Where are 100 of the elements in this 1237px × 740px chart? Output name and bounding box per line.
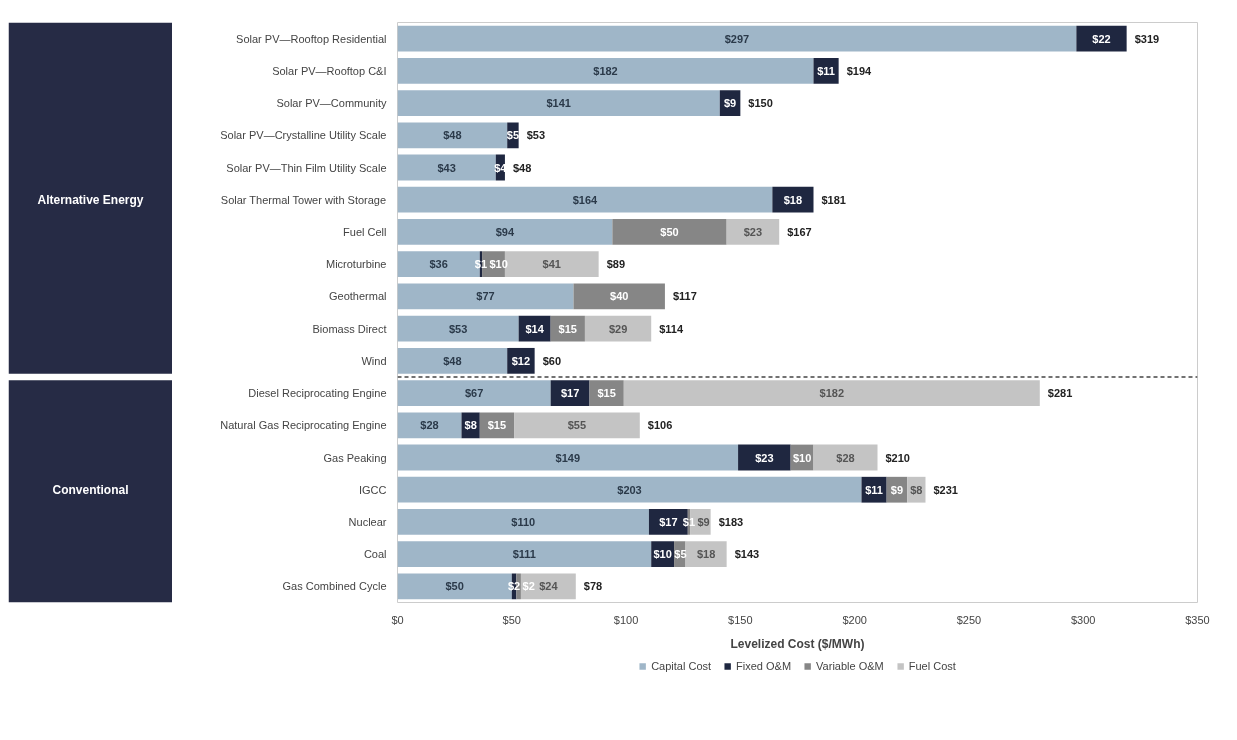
data-label: $94 bbox=[495, 225, 515, 238]
bar bbox=[397, 380, 551, 406]
data-label: $67 bbox=[464, 387, 484, 400]
y-tick-label: Natural Gas Reciprocating Engine bbox=[220, 419, 387, 432]
annotation: $78 bbox=[583, 580, 603, 593]
data-label: $11 bbox=[817, 64, 835, 77]
annotation: $53 bbox=[526, 129, 545, 142]
data-label: $10 bbox=[792, 451, 812, 464]
data-label: $53 bbox=[448, 322, 468, 335]
x-tick-label: $100 bbox=[613, 613, 639, 626]
annotation: $181 bbox=[821, 193, 846, 206]
data-label: $23 bbox=[755, 451, 774, 464]
data-label: $110 bbox=[511, 515, 536, 528]
y-tick-label: Biomass Direct bbox=[312, 322, 387, 335]
bar bbox=[397, 154, 496, 181]
data-label: $297 bbox=[724, 32, 750, 45]
annotation: $319 bbox=[1134, 32, 1160, 45]
data-label: $40 bbox=[610, 290, 629, 303]
data-label: $48 bbox=[443, 129, 462, 142]
bar bbox=[397, 186, 773, 213]
y-tick-label: Solar PV—Rooftop Residential bbox=[236, 32, 387, 45]
annotation: $194 bbox=[846, 64, 872, 77]
data-label: $50 bbox=[445, 580, 464, 593]
data-label: $164 bbox=[572, 193, 599, 206]
data-label: $15 bbox=[487, 419, 507, 432]
data-label: $15 bbox=[597, 387, 616, 400]
y-tick-label: Gas Combined Cycle bbox=[282, 580, 387, 593]
data-label: $11 bbox=[865, 483, 883, 496]
bar bbox=[397, 444, 739, 471]
bar bbox=[397, 25, 1077, 52]
text: Conventional bbox=[52, 482, 129, 497]
annotation: $106 bbox=[647, 419, 673, 432]
data-label: $149 bbox=[555, 451, 581, 464]
annotation: $167 bbox=[787, 225, 812, 238]
legend-label: Variable O&M bbox=[816, 660, 884, 672]
data-label: $9 bbox=[697, 515, 710, 528]
bar bbox=[612, 219, 727, 245]
data-label: $23 bbox=[743, 225, 763, 238]
data-label: $203 bbox=[617, 483, 642, 496]
legend-label: Capital Cost bbox=[651, 660, 712, 672]
data-label: $41 bbox=[542, 258, 561, 271]
data-label: $18 bbox=[696, 548, 716, 561]
data-label: $28 bbox=[836, 451, 855, 464]
annotation: $281 bbox=[1047, 387, 1073, 400]
data-label: $10 bbox=[653, 548, 672, 561]
data-label: $182 bbox=[593, 64, 618, 77]
data-label: $29 bbox=[608, 322, 628, 335]
data-label: $28 bbox=[420, 419, 439, 432]
bar bbox=[397, 541, 652, 568]
annotation: $143 bbox=[734, 548, 760, 561]
data-label: $43 bbox=[437, 161, 456, 174]
bar bbox=[397, 347, 508, 374]
data-label: $182 bbox=[819, 387, 845, 400]
bar bbox=[550, 380, 590, 406]
data-label: $5 bbox=[506, 129, 520, 142]
y-tick-label: Fuel Cell bbox=[343, 225, 387, 238]
annotation: $60 bbox=[542, 354, 561, 367]
bar bbox=[726, 219, 780, 245]
data-label: $22 bbox=[1092, 32, 1111, 45]
x-tick-label: $0 bbox=[391, 613, 404, 626]
data-label: $17 bbox=[560, 387, 580, 400]
bar bbox=[397, 283, 574, 310]
annotation: $210 bbox=[885, 451, 910, 464]
data-label: $9 bbox=[723, 97, 737, 110]
legend-label: Fuel Cost bbox=[908, 660, 956, 672]
data-label: $12 bbox=[511, 354, 531, 367]
data-label: $9 bbox=[890, 483, 904, 496]
y-tick-label: Diesel Reciprocating Engine bbox=[248, 387, 387, 400]
bar bbox=[397, 219, 613, 245]
x-tick-label: $200 bbox=[842, 613, 867, 626]
bar bbox=[397, 509, 649, 535]
annotation: $117 bbox=[672, 290, 697, 303]
x-tick-label: $250 bbox=[956, 613, 982, 626]
bar bbox=[397, 90, 720, 116]
data-label: $14 bbox=[525, 322, 545, 335]
data-label: $5 bbox=[674, 548, 687, 561]
data-label: $55 bbox=[567, 419, 587, 432]
legend-label: Fixed O&M bbox=[736, 660, 792, 672]
bar bbox=[623, 380, 1040, 406]
bar bbox=[584, 315, 652, 342]
annotation: $114 bbox=[659, 322, 684, 335]
x-tick-label: $350 bbox=[1185, 613, 1210, 626]
data-label: $2 bbox=[522, 580, 535, 593]
bar bbox=[397, 476, 862, 503]
data-label: $48 bbox=[443, 354, 462, 367]
y-tick-label: Solar PV—Rooftop C&I bbox=[272, 64, 387, 77]
y-tick-label: Solar Thermal Tower with Storage bbox=[220, 193, 387, 206]
y-tick-label: Gas Peaking bbox=[323, 451, 387, 464]
data-label: $141 bbox=[546, 97, 571, 110]
bar bbox=[397, 122, 508, 149]
y-tick-label: Solar PV—Crystalline Utility Scale bbox=[220, 129, 387, 142]
bar bbox=[772, 186, 814, 213]
data-label: $77 bbox=[476, 290, 495, 303]
annotation: $150 bbox=[748, 97, 773, 110]
annotation: $89 bbox=[606, 258, 625, 271]
y-tick-label: Geothermal bbox=[329, 290, 387, 303]
text: Alternative Energy bbox=[37, 192, 144, 207]
data-label: $10 bbox=[489, 258, 508, 271]
y-tick-label: Wind bbox=[361, 354, 387, 367]
y-tick-label: Solar PV—Thin Film Utility Scale bbox=[226, 161, 387, 174]
